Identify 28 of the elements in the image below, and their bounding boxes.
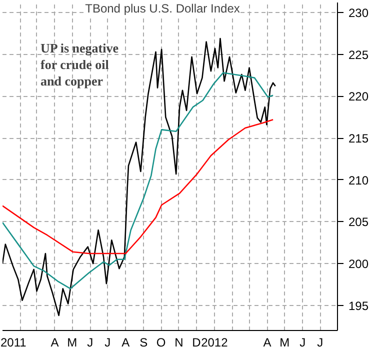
- x-tick-label: S: [140, 336, 148, 350]
- y-tick-label: 205: [348, 215, 369, 230]
- line-series: [2, 72, 274, 290]
- x-tick-label: J: [104, 336, 111, 350]
- y-tick-label: 215: [348, 132, 369, 146]
- line-series: [2, 38, 276, 316]
- y-tick-label: 225: [348, 48, 369, 62]
- x-tick-label: N: [174, 336, 184, 350]
- x-tick-label: J: [317, 336, 324, 350]
- x-tick-label: D: [192, 336, 202, 350]
- x-tick-label: J: [300, 336, 306, 350]
- y-tick-label: 200: [348, 257, 369, 272]
- x-tick-label: A: [122, 336, 130, 350]
- x-tick-label: 2011: [0, 336, 27, 350]
- x-tick-label: J: [87, 336, 94, 350]
- x-tick-label: M: [280, 336, 290, 350]
- y-tick-label: 210: [348, 173, 369, 188]
- y-tick-label: 230: [348, 6, 369, 20]
- x-tick-label: A: [50, 336, 59, 350]
- chart-title: TBond plus U.S. Dollar Index: [85, 2, 240, 16]
- x-tick-label: O: [156, 336, 166, 350]
- line-series: [2, 118, 274, 254]
- x-tick-label: A: [263, 336, 272, 350]
- y-tick-label: 195: [348, 298, 369, 313]
- annotation: UP is negative for crude oil and copper: [40, 40, 119, 88]
- x-tick-label: 2012: [201, 336, 228, 350]
- y-tick-label: 220: [348, 90, 369, 104]
- x-tick-label: M: [67, 336, 78, 350]
